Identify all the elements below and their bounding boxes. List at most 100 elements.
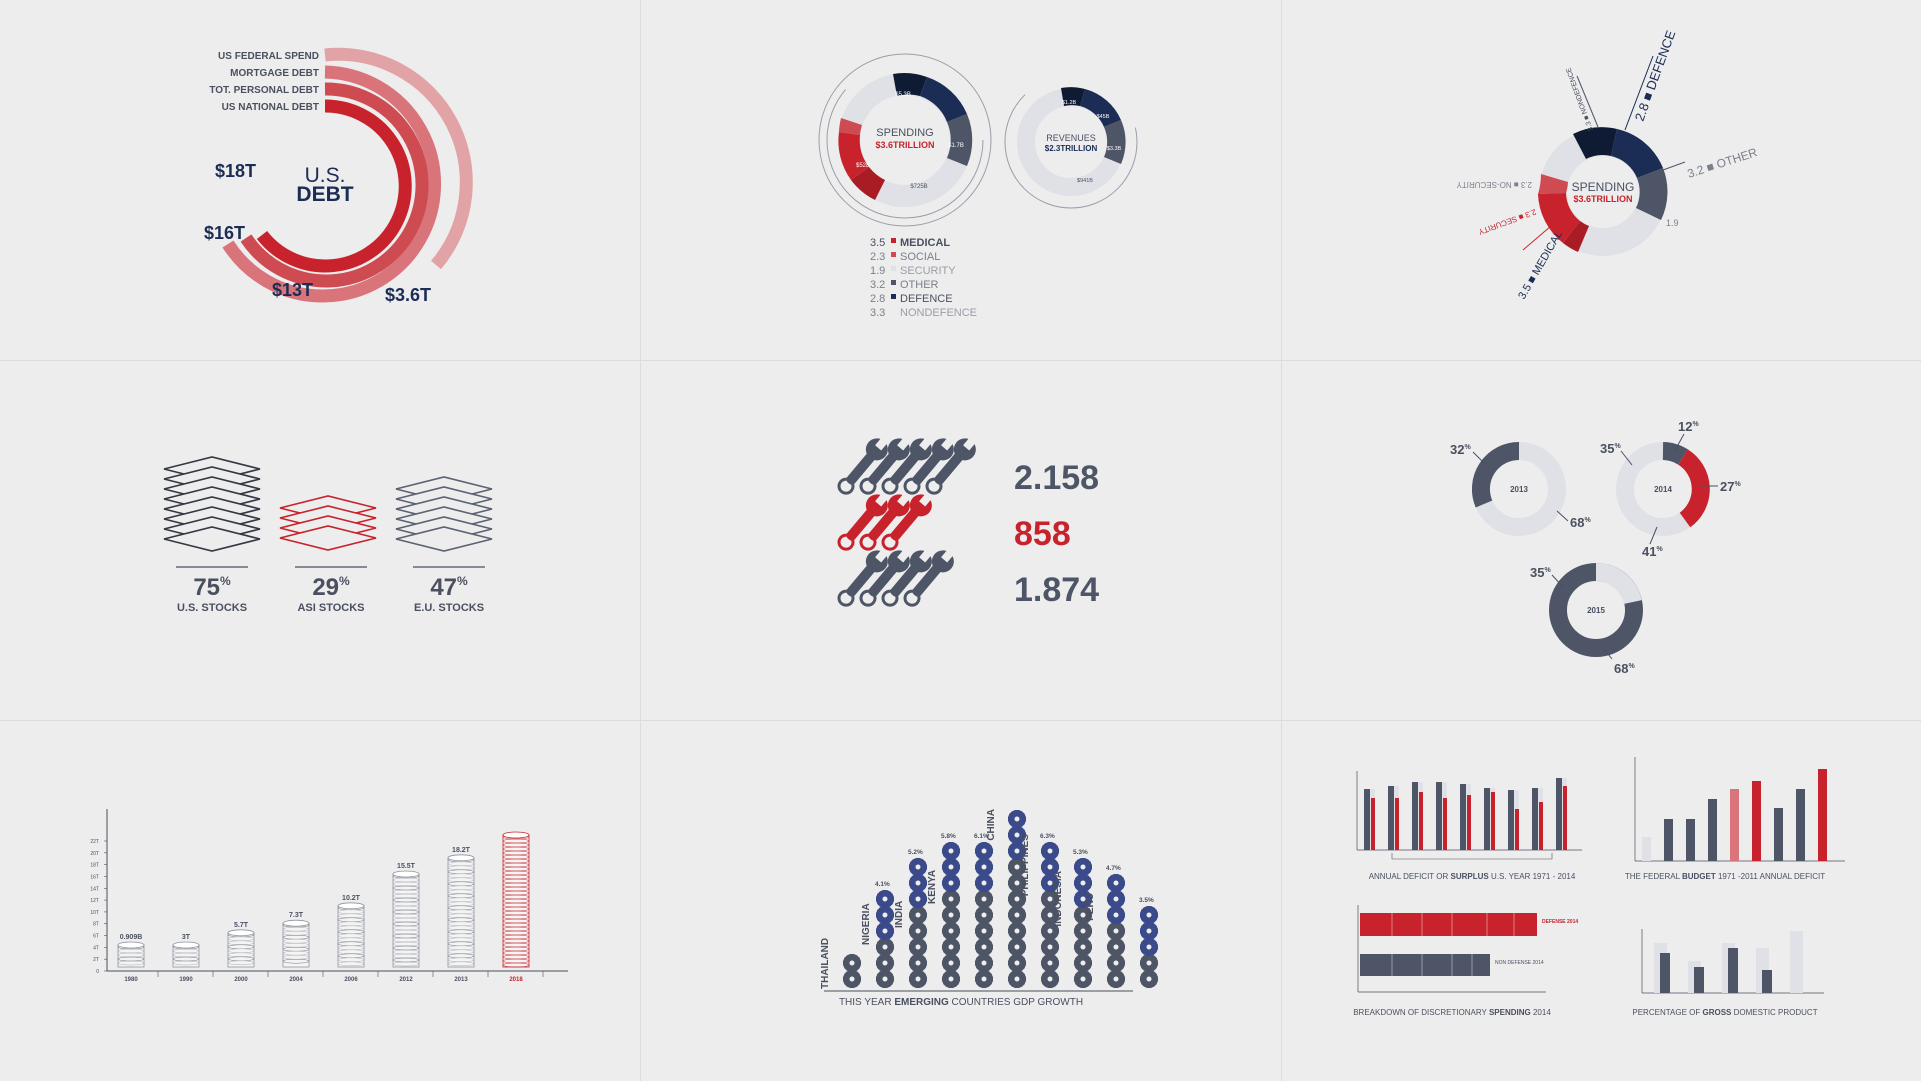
deficit-bar-b [1395, 798, 1399, 850]
coin-stack-bar: 18.2T 2013 [447, 847, 489, 983]
stock-sheet [279, 525, 377, 551]
budget-bar [1686, 819, 1695, 861]
gdp-pct-bar [1728, 948, 1738, 993]
wrench-icon [837, 492, 889, 551]
gear-icon [1106, 889, 1126, 909]
gear-icon [974, 889, 994, 909]
wrench-row-2 [837, 492, 933, 551]
budget-bar [1708, 799, 1717, 861]
radial-label-nosecurity: 2.3 ■ NO-SECURITY [1456, 180, 1532, 189]
gear-icon [1073, 857, 1093, 877]
asi-stocks-pct: 29% [312, 574, 350, 601]
gdp-value-label: 3.5% [1139, 897, 1154, 904]
coin-y-tick: 12T [90, 898, 99, 904]
non-defense-bar [1360, 954, 1490, 976]
legend-personal-debt: TOT. PERSONAL DEBT [209, 85, 319, 96]
coin-value-label: 10.2T [342, 895, 361, 902]
divider-h2 [0, 720, 1921, 721]
wrench-value-3: 1.874 [1014, 571, 1099, 609]
gear-icon [1040, 857, 1060, 877]
coin-stack-bar: 0.909B 1980 [117, 934, 159, 983]
arc-mortgage-debt [222, 65, 442, 303]
deficit-bar-b [1539, 802, 1543, 850]
wrench-icon [837, 436, 889, 495]
gdp-value-label: 6.1% [974, 833, 989, 840]
gdp-value-label: 6.3% [1040, 833, 1055, 840]
coin-y-tick: 6T [93, 934, 99, 940]
radial-label-1-9: 1.9 [1666, 218, 1679, 228]
wrench-icon [837, 548, 889, 607]
gear-column: 3.5% [1139, 897, 1159, 989]
gear-icon [1007, 937, 1027, 957]
debt-title-line1: U.S. [305, 164, 346, 187]
coin-y-tick: 18T [90, 863, 99, 869]
wrench-icon [859, 548, 911, 607]
revenues-value: $2.3TRILLION [1045, 144, 1098, 153]
donut-2014-pct-27: 27% [1720, 479, 1741, 494]
spending-seg-1: $5.3B [895, 92, 911, 98]
revenues-seg-1: $1.2B [1062, 100, 1077, 106]
legend-num-4: 3.2 [870, 279, 885, 291]
gdp-gear-chart: 4.1% 5.2% 5.8% 6.1% 6.3% 5.3% 4.7% 3.5% THAILAND… [820, 809, 1159, 1008]
gear-column: 5.3% [1073, 849, 1093, 989]
coin-stack-chart: 22T 20T 18T 16T 14T 12T 10T 8T 6T 4T 2T 0 0.909B 198… [90, 809, 568, 983]
eu-stocks-label: E.U. STOCKS [414, 602, 484, 614]
defense-legend: DEFENSE 2014 [1542, 919, 1578, 925]
gear-icon [1007, 825, 1027, 845]
gear-icon [1106, 953, 1126, 973]
gear-icon [1040, 937, 1060, 957]
deficit-bar-b [1371, 798, 1375, 850]
gear-column: 5.2% [908, 849, 928, 989]
deficit-bar-b [1563, 786, 1567, 850]
gear-icon [875, 905, 895, 925]
donut-2014: 2014 [1616, 442, 1710, 536]
gear-icon [1139, 921, 1159, 941]
gdp-country-label: CHINA [986, 809, 997, 841]
us-debt-panel: US FEDERAL SPEND MORTGAGE DEBT TOT. PERS… [204, 47, 473, 305]
wrench-icon [881, 492, 933, 551]
radial-label-defence: 2.8 ■ DEFENCE [1632, 28, 1679, 123]
gear-icon [875, 953, 895, 973]
coin-category-label: 2013 [454, 977, 468, 983]
gear-icon [974, 857, 994, 877]
coin-value-label: 7.3T [289, 912, 304, 919]
gear-icon [941, 889, 961, 909]
donut-2015: 2015 [1549, 563, 1643, 657]
gear-icon [1073, 937, 1093, 957]
budget-bar [1664, 819, 1673, 861]
gear-icon [941, 873, 961, 893]
gdp-value-label: 5.8% [941, 833, 956, 840]
wrench-row-3 [837, 548, 955, 607]
gear-icon [974, 937, 994, 957]
coin-value-label: 5.7T [234, 922, 249, 929]
gear-icon [941, 905, 961, 925]
non-defense-legend: NON DEFENSE 2014 [1495, 960, 1544, 966]
gdp-value-label: 4.1% [875, 881, 890, 888]
gdp-pct-bar [1762, 970, 1772, 993]
gear-icon [908, 873, 928, 893]
budget-bar [1642, 837, 1651, 861]
gear-column: 4.7% [1106, 865, 1126, 989]
gear-column [1007, 809, 1027, 989]
radial-title: SPENDING [1572, 180, 1635, 194]
gear-icon [1040, 921, 1060, 941]
spending-revenues-panel: SPENDING $3.6TRILLION $5.3B $1.7B $725B … [818, 53, 1138, 319]
radial-label-other: 3.2 ■ OTHER [1686, 145, 1760, 181]
divider-v1 [640, 0, 641, 1081]
gdp-pct-bar [1694, 967, 1704, 993]
gear-icon [941, 969, 961, 989]
coin-y-tick: 0 [96, 969, 99, 975]
coin-y-tick: 20T [90, 851, 99, 857]
gdp-country-label: NIGERIA [861, 903, 872, 945]
legend-num-2: 2.3 [870, 251, 885, 263]
gear-icon [875, 937, 895, 957]
spending-title: SPENDING [876, 127, 933, 139]
legend-num-6: 3.3 [870, 307, 885, 319]
donut-2015-year: 2015 [1587, 606, 1605, 615]
divider-v2 [1281, 0, 1282, 1081]
gdp-value-label: 5.3% [1073, 849, 1088, 856]
gear-icon [842, 969, 862, 989]
coin-category-label: 2012 [399, 977, 413, 983]
coin-category-label: 2000 [234, 977, 248, 983]
legend-label-5: DEFENCE [900, 293, 953, 305]
